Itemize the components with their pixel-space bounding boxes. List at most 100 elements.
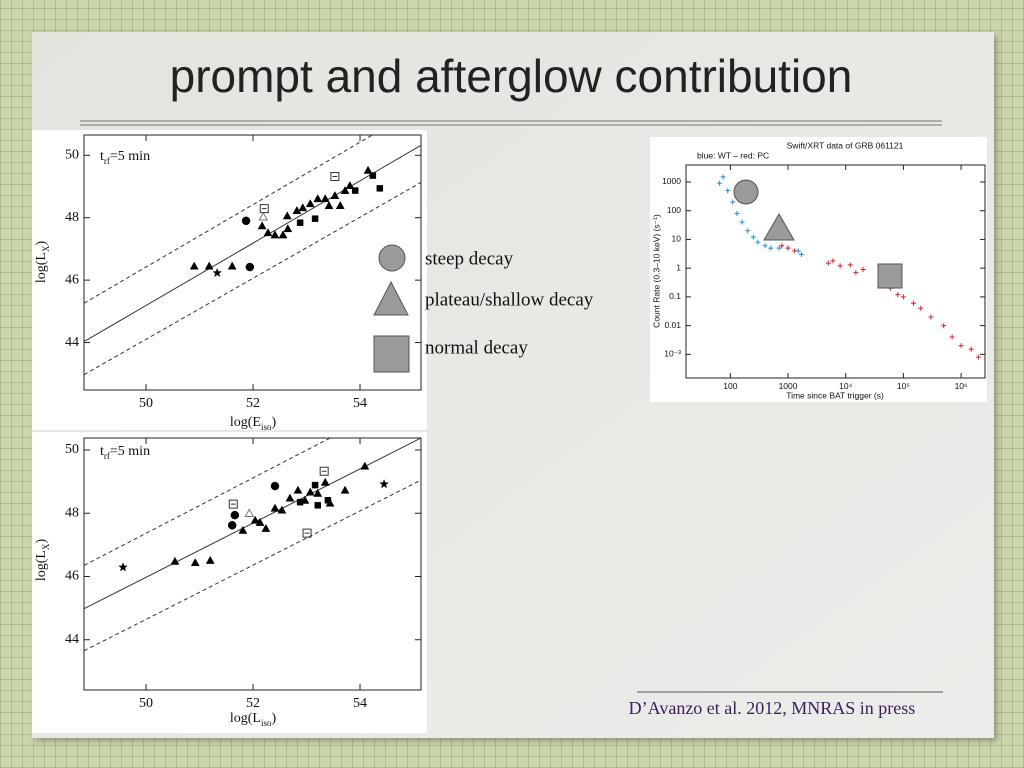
legend-label: steep decay bbox=[425, 248, 514, 269]
data-point bbox=[298, 203, 308, 212]
data-point bbox=[825, 260, 831, 266]
data-point bbox=[259, 204, 269, 214]
data-point bbox=[345, 181, 355, 190]
data-point bbox=[305, 487, 315, 496]
x-tick-label: 10⁴ bbox=[839, 381, 852, 391]
y-tick-label: 46 bbox=[65, 272, 79, 287]
y-tick-label: 50 bbox=[65, 442, 79, 457]
data-point bbox=[311, 215, 319, 222]
x-axis-label-end: ) bbox=[271, 415, 276, 430]
y-axis-label: Count Rate (0.3–10 keV) (s⁻¹) bbox=[651, 214, 661, 328]
y-tick-label: 1 bbox=[676, 262, 681, 272]
data-point bbox=[720, 174, 726, 180]
data-point bbox=[258, 211, 269, 221]
data-point bbox=[785, 245, 791, 251]
x-axis-label: log(Eiso) bbox=[230, 415, 277, 432]
x-tick-label: 10⁵ bbox=[897, 381, 910, 391]
legend-label: normal decay bbox=[425, 337, 528, 358]
data-point bbox=[118, 562, 128, 572]
figure-panel bbox=[650, 137, 987, 402]
data-point bbox=[324, 497, 332, 504]
annotation-end: =5 min bbox=[110, 149, 150, 164]
data-point bbox=[351, 187, 359, 194]
data-point bbox=[330, 191, 340, 200]
x-axis-label: Time since BAT trigger (s) bbox=[786, 390, 884, 400]
y-axis-label-main: log(L bbox=[34, 252, 49, 283]
x-tick-label: 50 bbox=[139, 696, 153, 711]
data-point bbox=[895, 292, 901, 298]
legend-label: plateau/shallow decay bbox=[425, 289, 594, 310]
data-point bbox=[250, 515, 260, 524]
phase-icon-triangle bbox=[763, 212, 795, 241]
data-point bbox=[911, 300, 917, 306]
fit-line bbox=[84, 144, 421, 343]
data-point bbox=[739, 219, 745, 225]
y-axis-label-end: ) bbox=[34, 241, 49, 246]
data-point bbox=[278, 230, 288, 239]
data-point bbox=[755, 239, 761, 245]
fit-line bbox=[84, 182, 421, 376]
data-point bbox=[296, 498, 304, 506]
data-point bbox=[798, 251, 804, 257]
annotation-sub: rf bbox=[104, 451, 110, 461]
x-tick-label: 52 bbox=[246, 396, 260, 411]
data-point bbox=[277, 505, 287, 514]
data-point bbox=[270, 503, 280, 512]
legend-icon-square bbox=[373, 335, 410, 373]
y-tick-label: 10 bbox=[672, 234, 682, 244]
data-point bbox=[363, 165, 373, 174]
figure-panel bbox=[32, 130, 427, 430]
x-tick-label: 100 bbox=[723, 381, 737, 391]
figure-panel bbox=[32, 432, 427, 733]
data-point bbox=[230, 510, 240, 520]
legend-icon-triangle bbox=[373, 280, 409, 316]
y-axis-label: log(LX) bbox=[34, 539, 51, 582]
x-tick-label: 1000 bbox=[779, 381, 798, 391]
data-point bbox=[227, 261, 237, 270]
chart-subtitle: blue: WT – red: PC bbox=[697, 150, 769, 160]
data-point bbox=[324, 201, 334, 209]
data-point bbox=[958, 343, 964, 349]
data-point bbox=[725, 188, 731, 194]
y-tick-label: 44 bbox=[65, 335, 79, 350]
data-point bbox=[296, 219, 304, 226]
data-point bbox=[228, 499, 238, 509]
y-axis-label-sub: X bbox=[41, 543, 51, 550]
data-point bbox=[212, 267, 223, 278]
y-tick-label: 48 bbox=[65, 210, 79, 225]
data-point bbox=[779, 243, 785, 249]
data-point bbox=[975, 354, 981, 360]
x-tick-label: 54 bbox=[353, 396, 367, 411]
data-point bbox=[293, 485, 303, 494]
y-tick-label: 48 bbox=[65, 505, 79, 520]
data-point bbox=[847, 262, 853, 268]
data-point bbox=[189, 261, 199, 270]
x-tick-label: 52 bbox=[246, 696, 260, 711]
data-point bbox=[853, 270, 859, 276]
data-point bbox=[717, 180, 723, 186]
data-point bbox=[730, 199, 736, 205]
phase-icon-circle bbox=[733, 179, 759, 205]
y-tick-label: 50 bbox=[65, 148, 79, 163]
y-axis-label-main: log(L bbox=[34, 550, 49, 581]
data-point bbox=[257, 221, 267, 230]
plot-frame bbox=[83, 437, 422, 691]
x-axis-label-main: log(E bbox=[230, 415, 261, 430]
x-tick-label: 50 bbox=[139, 396, 153, 411]
x-axis-label-sub: iso bbox=[261, 718, 272, 728]
slide-title: prompt and afterglow contribution bbox=[170, 50, 853, 102]
data-point bbox=[244, 508, 255, 517]
annotation-main: t bbox=[100, 149, 104, 164]
data-point bbox=[313, 194, 323, 203]
data-point bbox=[320, 477, 330, 486]
x-axis-label: log(Liso) bbox=[230, 711, 277, 728]
data-point bbox=[379, 479, 389, 489]
data-point bbox=[928, 314, 934, 320]
data-point bbox=[261, 523, 271, 532]
data-point bbox=[255, 517, 265, 526]
data-point bbox=[205, 555, 215, 564]
y-tick-label: 10⁻³ bbox=[664, 349, 681, 359]
data-point bbox=[335, 201, 345, 209]
